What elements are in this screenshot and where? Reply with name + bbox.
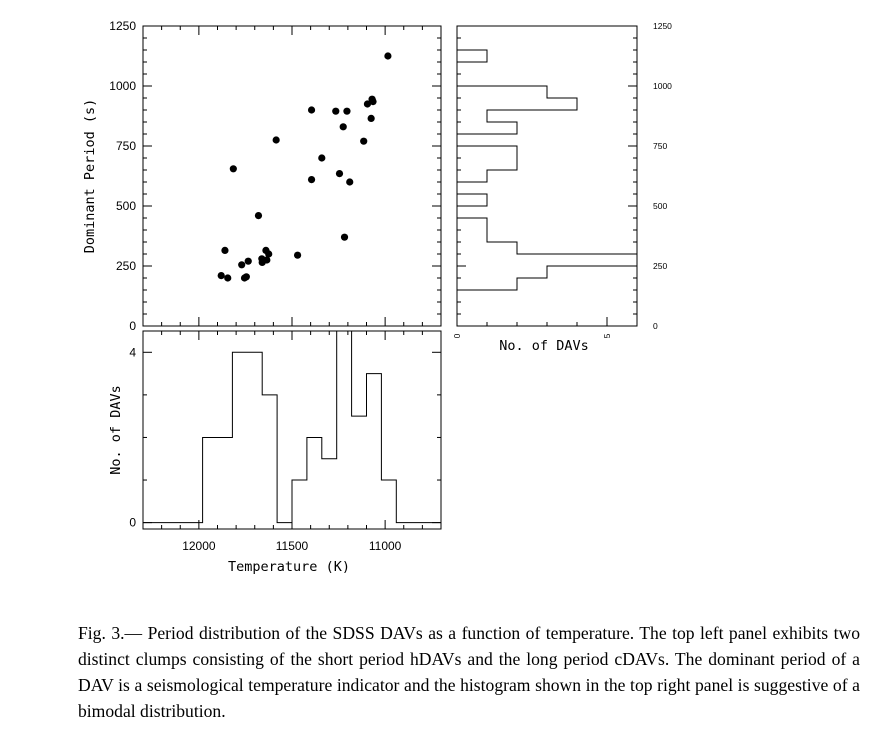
scatter-y-tick-label: 750: [116, 139, 136, 153]
scatter-point: [332, 107, 340, 115]
scatter-y-tick-label: 0: [129, 319, 136, 333]
scatter-point: [339, 123, 347, 131]
temperature-histogram-y-tick-label: 4: [129, 345, 136, 359]
period-histogram-y-tick-label: 750: [653, 141, 667, 151]
scatter-y-tick-label: 500: [116, 199, 136, 213]
period-histogram-step: [456, 26, 638, 326]
scatter-point: [307, 106, 316, 114]
period-histogram-y-tick-label: 500: [653, 201, 667, 211]
temperature-histogram-x-tick-label: 11000: [369, 539, 402, 553]
scatter-point: [360, 137, 368, 145]
caption-label: Fig. 3.—: [78, 623, 143, 643]
figure-caption: Fig. 3.— Period distribution of the SDSS…: [78, 620, 860, 724]
period-histogram-y-tick-label: 250: [653, 261, 667, 271]
period-histogram-y-tick-label: 1000: [653, 81, 672, 91]
scatter-point: [229, 165, 237, 173]
scatter-point: [346, 178, 354, 186]
scatter-point: [369, 98, 377, 106]
temperature-histogram-xlabel: Temperature (K): [228, 559, 350, 575]
period-histogram-x-tick-label: 0: [452, 333, 462, 338]
scatter-point: [221, 246, 229, 254]
scatter-point: [307, 176, 316, 184]
scatter-point: [238, 261, 246, 269]
scatter-point: [217, 272, 225, 280]
period-histogram-xlabel: No. of DAVs: [499, 338, 588, 354]
temperature-histogram-x-tick-label: 11500: [276, 539, 309, 553]
scatter-point: [244, 257, 252, 265]
caption-text: Period distribution of the SDSS DAVs as …: [78, 623, 860, 721]
scatter-point: [343, 107, 351, 115]
period-histogram-x-tick-label: 5: [602, 333, 612, 338]
scatter-panel-frame: [142, 25, 442, 327]
scatter-point: [293, 251, 302, 259]
scatter-point: [254, 212, 263, 220]
scatter-point: [335, 170, 344, 178]
temperature-histogram-y-tick-label: 0: [129, 516, 136, 530]
period-histogram: [456, 26, 638, 326]
figure: 0 250 500 750 1000 1250 0 250 500 750 1000 1250 0 5 0 4…: [82, 19, 672, 575]
scatter-point: [340, 233, 349, 241]
period-histogram-y-tick-label: 0: [653, 321, 658, 331]
scatter-point: [242, 273, 250, 281]
scatter-point: [363, 100, 372, 108]
scatter-y-tick-label: 250: [116, 259, 136, 273]
temperature-histogram-ylabel: No. of DAVs: [108, 385, 124, 474]
scatter-point: [318, 154, 326, 162]
period-histogram-y-tick-label: 1250: [653, 21, 672, 31]
scatter-point: [384, 52, 392, 60]
scatter-y-tick-label: 1250: [109, 19, 136, 33]
tick-labels: 0 250 500 750 1000 1250 0 250 500 750 1000 1250 0 5 0 4…: [109, 19, 672, 553]
temperature-histogram-step: [143, 330, 441, 524]
temperature-histogram-x-tick-label: 12000: [182, 539, 216, 553]
scatter-point: [265, 250, 273, 258]
tick-marks: [142, 25, 638, 529]
scatter-point: [367, 114, 375, 122]
period-histogram-frame: [456, 25, 638, 327]
scatter-point: [263, 256, 271, 264]
scatter-point: [272, 136, 280, 144]
scatter-points: [217, 52, 392, 282]
temperature-histogram: [143, 330, 441, 524]
scatter-ylabel: Dominant Period (s): [82, 99, 98, 253]
scatter-y-tick-label: 1000: [109, 79, 136, 93]
scatter-point: [224, 274, 232, 282]
